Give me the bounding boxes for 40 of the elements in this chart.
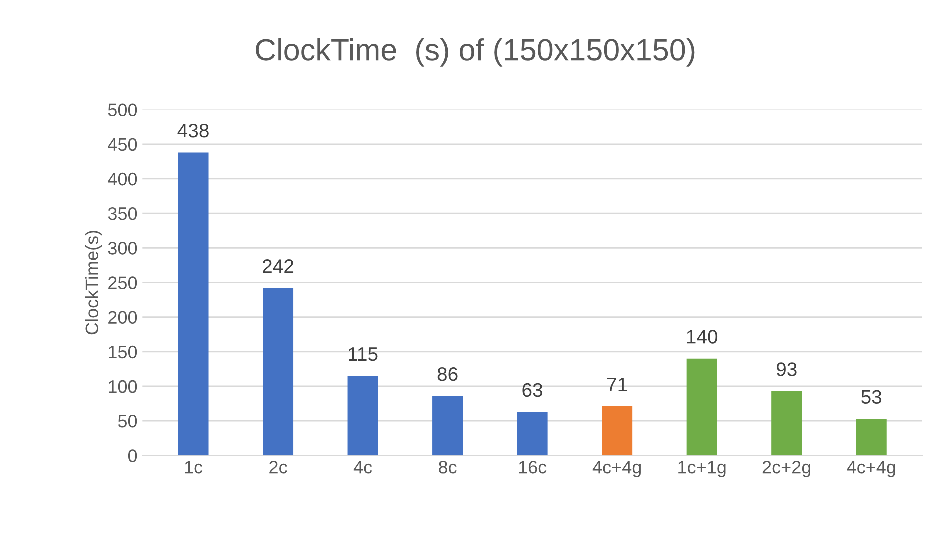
bar	[348, 376, 378, 456]
data-label: 63	[522, 383, 543, 398]
x-tick-label: 1c	[185, 461, 203, 474]
y-axis-title: ClockTime(s)	[85, 231, 102, 335]
bar	[602, 406, 633, 456]
x-tick-label: 1c+1g	[678, 461, 726, 478]
y-tick-label: 150	[109, 346, 138, 359]
data-label: 115	[349, 348, 378, 362]
bar	[856, 419, 887, 456]
x-tick-label: 16c	[519, 461, 547, 474]
data-label: 93	[776, 362, 797, 376]
data-label: 86	[438, 367, 458, 382]
y-tick-label: 400	[108, 172, 138, 186]
data-label: 140	[687, 330, 718, 344]
bar	[178, 152, 209, 456]
bar	[432, 396, 464, 456]
bar	[686, 358, 718, 456]
y-tick-label: 500	[108, 104, 138, 117]
bar	[517, 412, 548, 456]
y-tick-label: 100	[109, 380, 138, 394]
data-label: 242	[263, 260, 294, 274]
x-tick-label: 8c	[439, 461, 457, 474]
y-tick-label: 350	[108, 207, 138, 220]
y-tick-label: 50	[118, 415, 138, 428]
x-tick-label: 2c	[270, 461, 288, 474]
x-tick-label: 4c+4g	[592, 461, 642, 478]
x-tick-label: 2c+2g	[762, 461, 811, 478]
x-tick-label: 4c	[354, 461, 372, 474]
bar	[772, 391, 802, 456]
y-tick-label: 0	[128, 450, 138, 462]
chart-title: ClockTime (s) of (150x150x150)	[256, 38, 695, 67]
y-tick-label: 200	[108, 311, 138, 324]
y-tick-label: 250	[108, 276, 138, 290]
bar	[263, 288, 294, 456]
data-label: 53	[862, 390, 882, 404]
y-tick-label: 300	[108, 242, 138, 255]
x-tick-label: 4c+4g	[847, 461, 896, 478]
y-tick-label: 450	[108, 138, 138, 152]
data-label: 438	[178, 124, 209, 138]
data-label: 71	[608, 378, 628, 392]
